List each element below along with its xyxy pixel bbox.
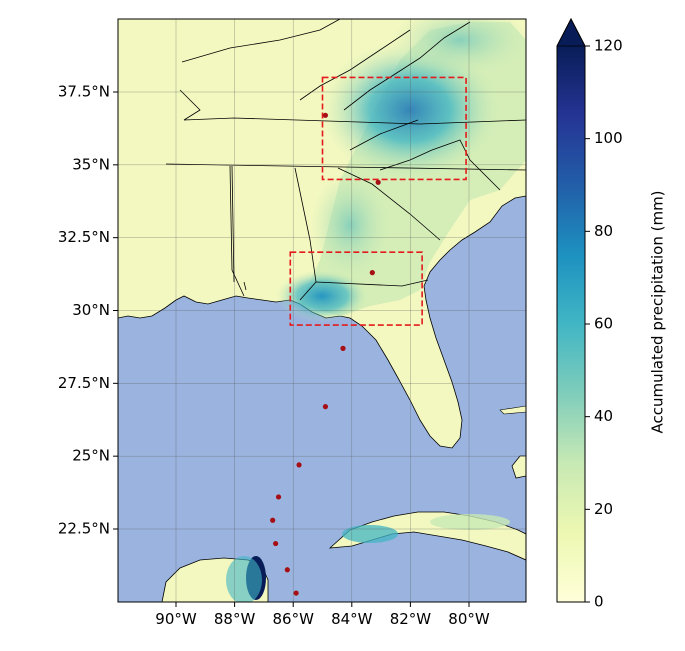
colorbar-tick-label: 80 (594, 222, 613, 240)
colorbar-tick-label: 60 (594, 315, 613, 333)
track-point (296, 462, 302, 468)
track-point (270, 517, 276, 523)
colorbar: 0 20 40 60 80 100 120 Accumulated precipitatio… (556, 17, 667, 611)
colorbar-tick-label: 20 (594, 500, 613, 518)
region-box-1 (321, 76, 467, 181)
lat-tick-label: 27.5°N (58, 374, 110, 392)
precip-core-appalachian (320, 40, 500, 180)
colorbar-extend-arrow (556, 18, 586, 47)
latitude-axis: 22.5°N 25°N 27.5°N 30°N 32.5°N 35°N 37.5°N (58, 83, 118, 538)
precip-cuba (342, 525, 398, 543)
region-box-2 (289, 251, 423, 326)
lon-tick-label: 82°W (390, 610, 432, 628)
longitude-axis: 90°W 88°W 86°W 84°W 82°W 80°W (155, 602, 490, 628)
track-point (273, 540, 279, 547)
track-point (284, 567, 290, 573)
track-point (375, 179, 381, 185)
track-point (275, 494, 282, 500)
colorbar-gradient (557, 46, 585, 602)
colorbar-tick-label: 0 (594, 593, 604, 611)
track-point (322, 404, 329, 410)
graticule (118, 19, 526, 602)
precip-cuba-east (430, 514, 510, 530)
colorbar-tick-label: 120 (594, 37, 623, 55)
track-point (322, 112, 329, 118)
track-point (369, 270, 375, 276)
region-boxes (289, 76, 467, 326)
lat-tick-label: 25°N (72, 447, 110, 465)
land-bahamas (511, 455, 526, 479)
lon-tick-label: 88°W (214, 610, 256, 628)
map-panel (118, 19, 526, 602)
lat-tick-label: 32.5°N (58, 228, 110, 246)
track-point (340, 345, 346, 351)
lat-tick-label: 35°N (72, 155, 110, 173)
colorbar-tick-label: 100 (594, 129, 623, 147)
colorbar-label: Accumulated precipitation (mm) (649, 190, 667, 433)
track-point (293, 590, 299, 596)
lat-tick-label: 37.5°N (58, 83, 110, 101)
lon-tick-label: 80°W (448, 610, 490, 628)
precip-core-georgia (310, 170, 390, 280)
land-andros (499, 405, 526, 415)
precip-yucatan (226, 556, 262, 602)
colorbar-tick-label: 40 (594, 407, 613, 425)
lon-tick-label: 84°W (331, 610, 373, 628)
colorbar-ticks: 0 20 40 60 80 100 120 (585, 37, 623, 611)
precip-core-northeast (390, 19, 526, 75)
storm-track (270, 112, 381, 596)
lon-tick-label: 86°W (272, 610, 314, 628)
lon-tick-label: 90°W (155, 610, 197, 628)
lat-tick-label: 22.5°N (58, 520, 110, 538)
lat-tick-label: 30°N (72, 301, 110, 319)
